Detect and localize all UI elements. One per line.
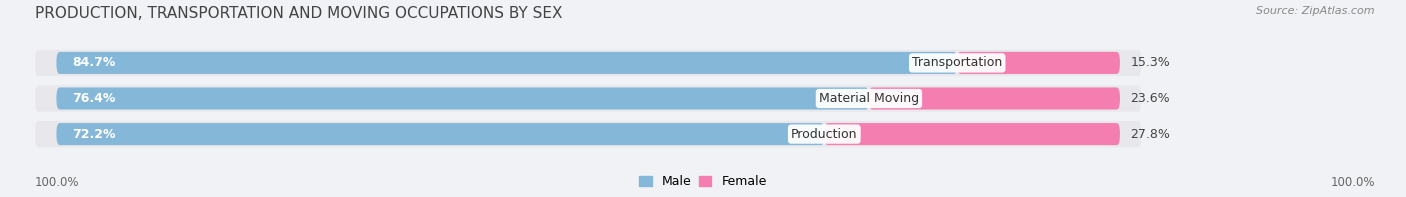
FancyBboxPatch shape [35, 121, 1142, 147]
Text: PRODUCTION, TRANSPORTATION AND MOVING OCCUPATIONS BY SEX: PRODUCTION, TRANSPORTATION AND MOVING OC… [35, 6, 562, 21]
FancyBboxPatch shape [869, 87, 1121, 110]
FancyBboxPatch shape [56, 52, 957, 74]
FancyBboxPatch shape [56, 87, 869, 110]
FancyBboxPatch shape [35, 50, 1142, 76]
FancyBboxPatch shape [824, 123, 1121, 145]
Text: 23.6%: 23.6% [1130, 92, 1170, 105]
Text: 76.4%: 76.4% [72, 92, 115, 105]
Text: Transportation: Transportation [912, 56, 1002, 69]
FancyBboxPatch shape [56, 123, 824, 145]
Text: Material Moving: Material Moving [818, 92, 920, 105]
Text: 15.3%: 15.3% [1130, 56, 1170, 69]
Text: 72.2%: 72.2% [72, 128, 115, 141]
Text: 100.0%: 100.0% [35, 176, 80, 189]
FancyBboxPatch shape [35, 85, 1142, 112]
Text: 27.8%: 27.8% [1130, 128, 1170, 141]
Text: Production: Production [792, 128, 858, 141]
FancyBboxPatch shape [957, 52, 1121, 74]
Text: Source: ZipAtlas.com: Source: ZipAtlas.com [1257, 6, 1375, 16]
Legend: Male, Female: Male, Female [637, 173, 769, 191]
Text: 100.0%: 100.0% [1330, 176, 1375, 189]
Text: 84.7%: 84.7% [72, 56, 115, 69]
